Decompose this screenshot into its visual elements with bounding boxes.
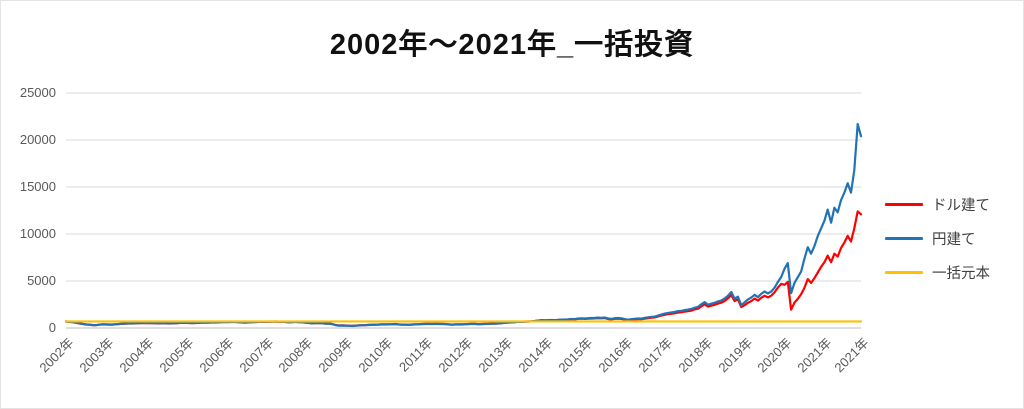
legend-item-principal: 一括元本 — [885, 261, 990, 283]
legend-label-dollar: ドル建て — [932, 197, 990, 214]
legend-label-principal: 一括元本 — [932, 265, 990, 282]
series-line-0 — [64, 210, 863, 327]
legend-item-yen: 円建て — [885, 227, 990, 249]
legend-swatch-2 — [885, 270, 923, 274]
chart-title: 2002年〜2021年_一括投資 — [329, 29, 695, 61]
legend-swatch-1 — [885, 236, 923, 240]
y-tick-label: 0 — [48, 320, 56, 335]
y-tick-label: 15000 — [19, 179, 56, 194]
legend: ドル建て 円建て 一括元本 — [885, 193, 990, 295]
legend-swatch-0 — [885, 202, 923, 206]
y-tick-label: 10000 — [19, 226, 56, 241]
y-tick-label: 20000 — [19, 132, 56, 147]
y-tick-label: 5000 — [27, 273, 56, 288]
legend-item-dollar: ドル建て — [885, 193, 990, 215]
x-tick-label: 2002年 — [36, 335, 77, 376]
series-line-1 — [64, 122, 863, 328]
legend-label-yen: 円建て — [932, 231, 976, 248]
y-tick-label: 25000 — [19, 85, 56, 100]
